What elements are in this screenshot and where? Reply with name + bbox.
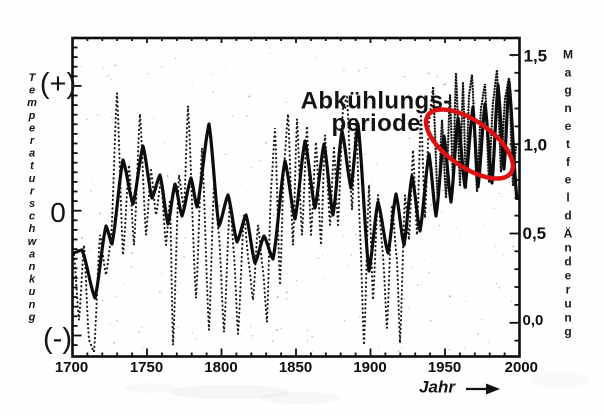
svg-text:a: a — [565, 65, 572, 79]
svg-text:r: r — [30, 185, 35, 197]
svg-text:f: f — [566, 155, 571, 169]
svg-text:1700: 1700 — [55, 359, 88, 376]
svg-text:M: M — [563, 47, 573, 61]
svg-text:e: e — [565, 269, 572, 283]
svg-text:n: n — [29, 261, 36, 273]
svg-text:u: u — [29, 286, 36, 298]
svg-text:e: e — [565, 119, 572, 133]
svg-text:s: s — [29, 198, 35, 210]
svg-text:r: r — [566, 283, 571, 297]
svg-text:k: k — [29, 274, 36, 286]
svg-text:e: e — [565, 173, 572, 187]
svg-text:1900: 1900 — [353, 359, 386, 376]
svg-text:l: l — [566, 191, 569, 205]
svg-text:d: d — [564, 255, 571, 269]
svg-text:1,0: 1,0 — [524, 136, 548, 155]
svg-text:Jahr: Jahr — [419, 378, 456, 397]
svg-text:1800: 1800 — [204, 359, 237, 376]
svg-text:0,5: 0,5 — [523, 224, 547, 243]
svg-text:0: 0 — [50, 197, 66, 228]
svg-text:1,5: 1,5 — [524, 47, 548, 66]
svg-text:g: g — [564, 325, 571, 339]
svg-text:a: a — [29, 148, 35, 160]
svg-text:r: r — [30, 135, 35, 147]
svg-text:e: e — [29, 122, 35, 134]
svg-text:t: t — [566, 137, 570, 151]
svg-text:d: d — [564, 209, 571, 223]
svg-text:T: T — [29, 72, 37, 84]
svg-text:1950: 1950 — [428, 359, 461, 376]
svg-text:c: c — [29, 211, 35, 223]
svg-text:n: n — [564, 241, 571, 255]
svg-text:u: u — [564, 297, 571, 311]
svg-text:p: p — [28, 110, 36, 122]
svg-text:0,0: 0,0 — [523, 312, 544, 329]
svg-text:(+): (+) — [40, 68, 76, 100]
svg-text:Ä: Ä — [564, 226, 573, 241]
svg-text:u: u — [29, 173, 36, 185]
svg-text:m: m — [27, 97, 37, 109]
svg-text:w: w — [28, 236, 38, 248]
svg-text:2000: 2000 — [505, 359, 538, 376]
svg-text:1750: 1750 — [130, 359, 163, 376]
svg-text:periode: periode — [331, 110, 420, 137]
svg-text:n: n — [564, 311, 571, 325]
svg-text:n: n — [564, 101, 571, 115]
svg-text:n: n — [29, 299, 36, 311]
svg-text:g: g — [28, 311, 36, 323]
svg-text:(-): (-) — [43, 323, 72, 355]
svg-text:e: e — [29, 85, 35, 97]
svg-text:Abkühlungs-: Abkühlungs- — [301, 88, 452, 115]
svg-text:g: g — [564, 83, 571, 97]
svg-text:a: a — [29, 248, 35, 260]
svg-text:t: t — [30, 160, 35, 172]
svg-text:1850: 1850 — [279, 359, 312, 376]
svg-text:h: h — [29, 223, 36, 235]
